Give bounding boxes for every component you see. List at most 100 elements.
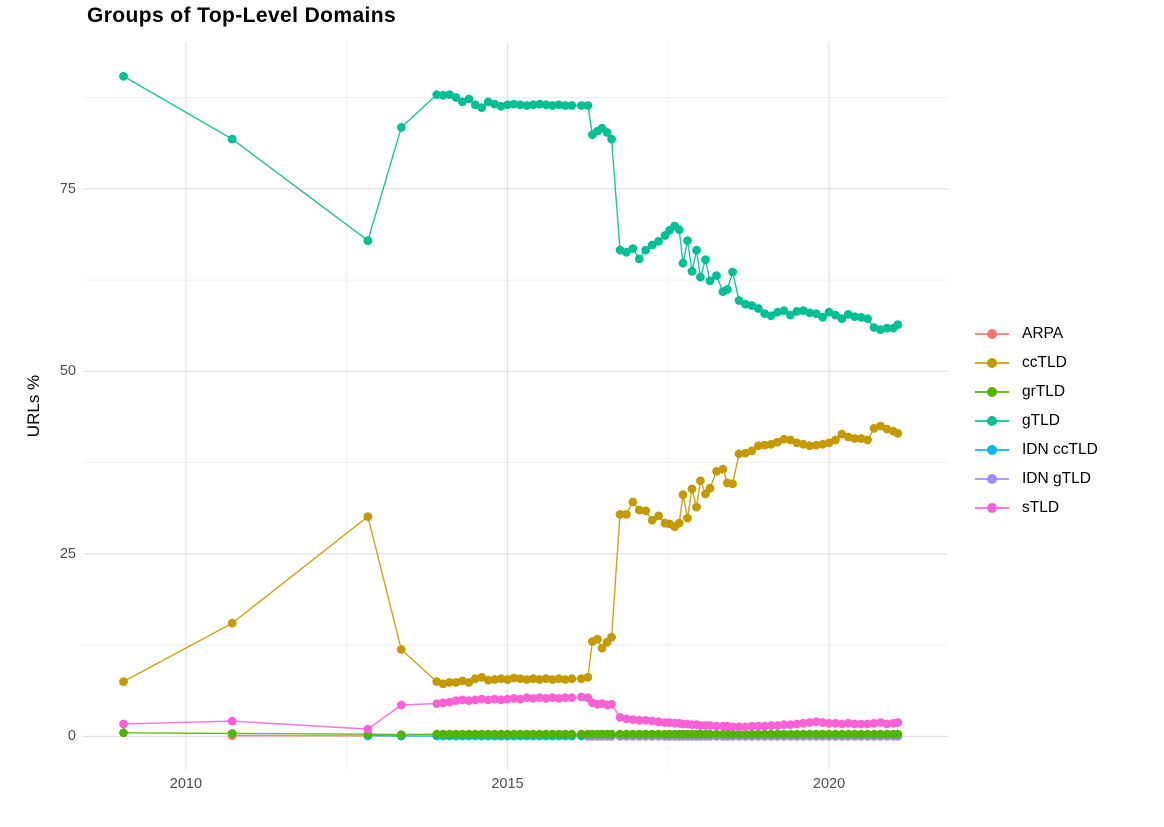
- data-point: [607, 729, 616, 739]
- data-point: [798, 729, 808, 739]
- data-point: [641, 245, 651, 255]
- legend-label: sTLD: [1022, 498, 1060, 516]
- data-point: [548, 693, 557, 703]
- data-point: [541, 100, 551, 110]
- data-point: [831, 310, 840, 320]
- data-point: [583, 672, 593, 682]
- data-point: [528, 100, 538, 110]
- data-point: [528, 729, 538, 739]
- data-point: [692, 245, 701, 255]
- data-point: [477, 103, 487, 113]
- legend-dot: [987, 502, 997, 513]
- data-point: [496, 674, 506, 684]
- data-point: [678, 258, 688, 268]
- data-point: [490, 729, 499, 739]
- data-point: [647, 240, 657, 250]
- legend-dot: [987, 386, 997, 397]
- data-point: [509, 99, 519, 109]
- data-point: [701, 255, 710, 264]
- data-point: [522, 729, 532, 739]
- data-point: [734, 722, 744, 732]
- data-point: [753, 441, 763, 451]
- data-point: [811, 717, 821, 727]
- x-tick-label: 2010: [169, 776, 203, 792]
- data-point: [396, 730, 406, 739]
- data-point: [548, 675, 557, 684]
- data-point: [805, 718, 815, 727]
- data-point: [674, 225, 684, 235]
- data-point: [470, 695, 480, 705]
- data-point: [683, 513, 692, 523]
- data-point: [779, 729, 789, 739]
- data-point: [432, 729, 442, 739]
- legend-key-icon: [975, 357, 1009, 369]
- data-point: [753, 729, 763, 739]
- data-point: [548, 101, 557, 110]
- data-point: [560, 675, 570, 684]
- data-point: [503, 100, 512, 110]
- data-point: [792, 729, 802, 739]
- data-point: [850, 719, 860, 729]
- data-point: [554, 100, 564, 110]
- data-point: [119, 719, 128, 729]
- data-point: [622, 247, 631, 257]
- data-point: [577, 101, 586, 110]
- data-point: [535, 99, 544, 109]
- data-point: [766, 729, 776, 739]
- data-point: [654, 511, 663, 521]
- data-point: [786, 729, 795, 739]
- data-point: [470, 729, 480, 739]
- data-point: [634, 505, 644, 515]
- data-point: [535, 693, 544, 703]
- data-point: [805, 729, 815, 739]
- data-point: [597, 643, 607, 653]
- data-point: [490, 694, 499, 704]
- data-point: [805, 308, 815, 318]
- data-point: [509, 729, 519, 739]
- legend-item-ccTLD: ccTLD: [975, 348, 1098, 377]
- data-point: [753, 304, 763, 313]
- data-point: [634, 254, 644, 264]
- legend-dot: [987, 415, 997, 426]
- legend-dot: [987, 473, 997, 484]
- data-point: [432, 90, 442, 99]
- series-line: [123, 75, 899, 331]
- data-point: [641, 715, 651, 725]
- data-point: [811, 440, 821, 450]
- legend-key-icon: [975, 415, 1009, 427]
- legend-dot: [987, 357, 997, 368]
- data-point: [641, 506, 651, 516]
- data-point: [607, 699, 616, 709]
- data-point: [509, 673, 519, 683]
- data-point: [503, 729, 512, 739]
- data-point: [818, 312, 827, 322]
- data-point: [622, 510, 631, 519]
- legend-label: IDN ccTLD: [1022, 440, 1098, 458]
- data-point: [607, 134, 616, 144]
- data-point: [548, 729, 557, 739]
- data-point: [734, 449, 744, 459]
- data-point: [593, 634, 602, 644]
- data-point: [483, 675, 493, 685]
- data-point: [477, 729, 487, 739]
- legend-item-gTLD: gTLD: [975, 406, 1098, 435]
- data-point: [831, 729, 840, 739]
- data-point: [696, 272, 705, 282]
- data-point: [818, 729, 827, 739]
- data-point: [583, 101, 593, 110]
- data-point: [451, 696, 461, 705]
- legend-item-sTLD: sTLD: [975, 493, 1098, 522]
- data-point: [773, 721, 782, 730]
- data-point: [882, 719, 892, 729]
- data-point: [628, 729, 638, 739]
- data-point: [779, 720, 789, 730]
- data-point: [893, 729, 903, 739]
- data-point: [628, 497, 638, 507]
- data-point: [850, 434, 860, 443]
- data-point: [869, 718, 879, 728]
- data-point: [712, 729, 721, 739]
- legend-key-icon: [975, 328, 1009, 340]
- data-point: [622, 714, 631, 724]
